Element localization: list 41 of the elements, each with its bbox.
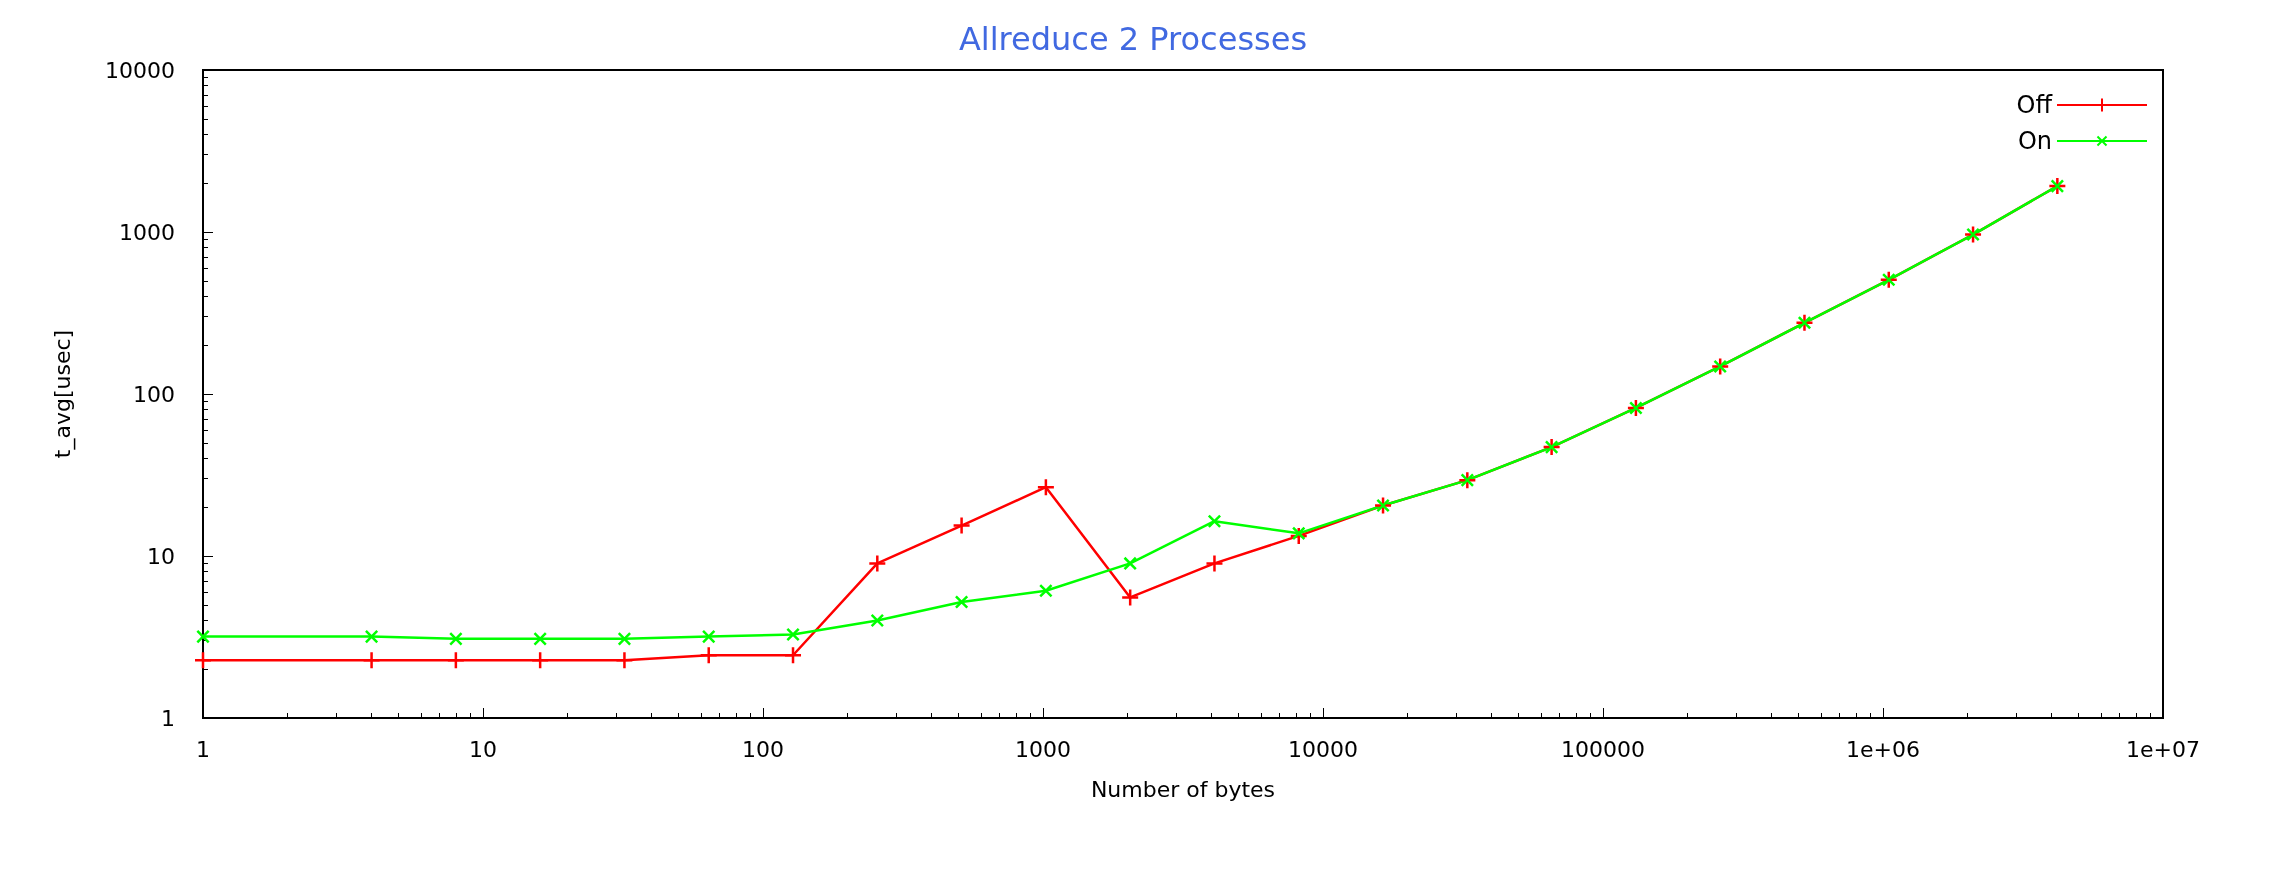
x-axis-title: Number of bytes: [1090, 776, 1276, 802]
point: [1036, 477, 1056, 497]
chart-title: Allreduce 2 Processes: [958, 20, 1308, 58]
point: [364, 629, 379, 644]
point: [1123, 556, 1138, 571]
x-tick-label: 10000: [1288, 736, 1358, 762]
point: [448, 631, 463, 646]
legend-label: On: [2017, 127, 2052, 155]
y-tick-label: 10: [147, 543, 175, 569]
point: [530, 651, 550, 670]
y-tick-label: 1: [161, 705, 175, 731]
y-tick-label: 1000: [119, 219, 175, 245]
x-tick-label: 100: [742, 736, 784, 762]
x-tick-label: 100000: [1561, 736, 1645, 762]
point: [870, 613, 885, 628]
point: [1207, 514, 1222, 529]
x-tick-label: 10: [469, 736, 497, 762]
point: [533, 631, 548, 646]
x-tick-label: 1e+06: [1846, 736, 1920, 762]
point: [617, 631, 632, 646]
point: [952, 516, 971, 535]
point: [1038, 583, 1053, 598]
point: [1205, 554, 1224, 573]
point: [783, 645, 803, 665]
y-tick-label: 100: [133, 381, 175, 407]
point: [362, 651, 381, 670]
x-tick-label: 1: [196, 736, 210, 762]
point: [868, 554, 887, 573]
legend-label: Off: [2016, 91, 2053, 119]
y-axis-title: t_avg[usec]: [49, 329, 76, 459]
point: [1291, 526, 1306, 541]
point: [699, 645, 718, 665]
y-tick-label: 10000: [105, 57, 175, 83]
point: [701, 629, 716, 644]
point: [786, 627, 800, 642]
x-tick-label: 1e+07: [2126, 736, 2200, 762]
point: [954, 595, 969, 609]
x-tick-label: 1000: [1015, 736, 1071, 762]
point: [615, 651, 634, 670]
point: [1120, 588, 1140, 607]
point: [446, 651, 466, 670]
